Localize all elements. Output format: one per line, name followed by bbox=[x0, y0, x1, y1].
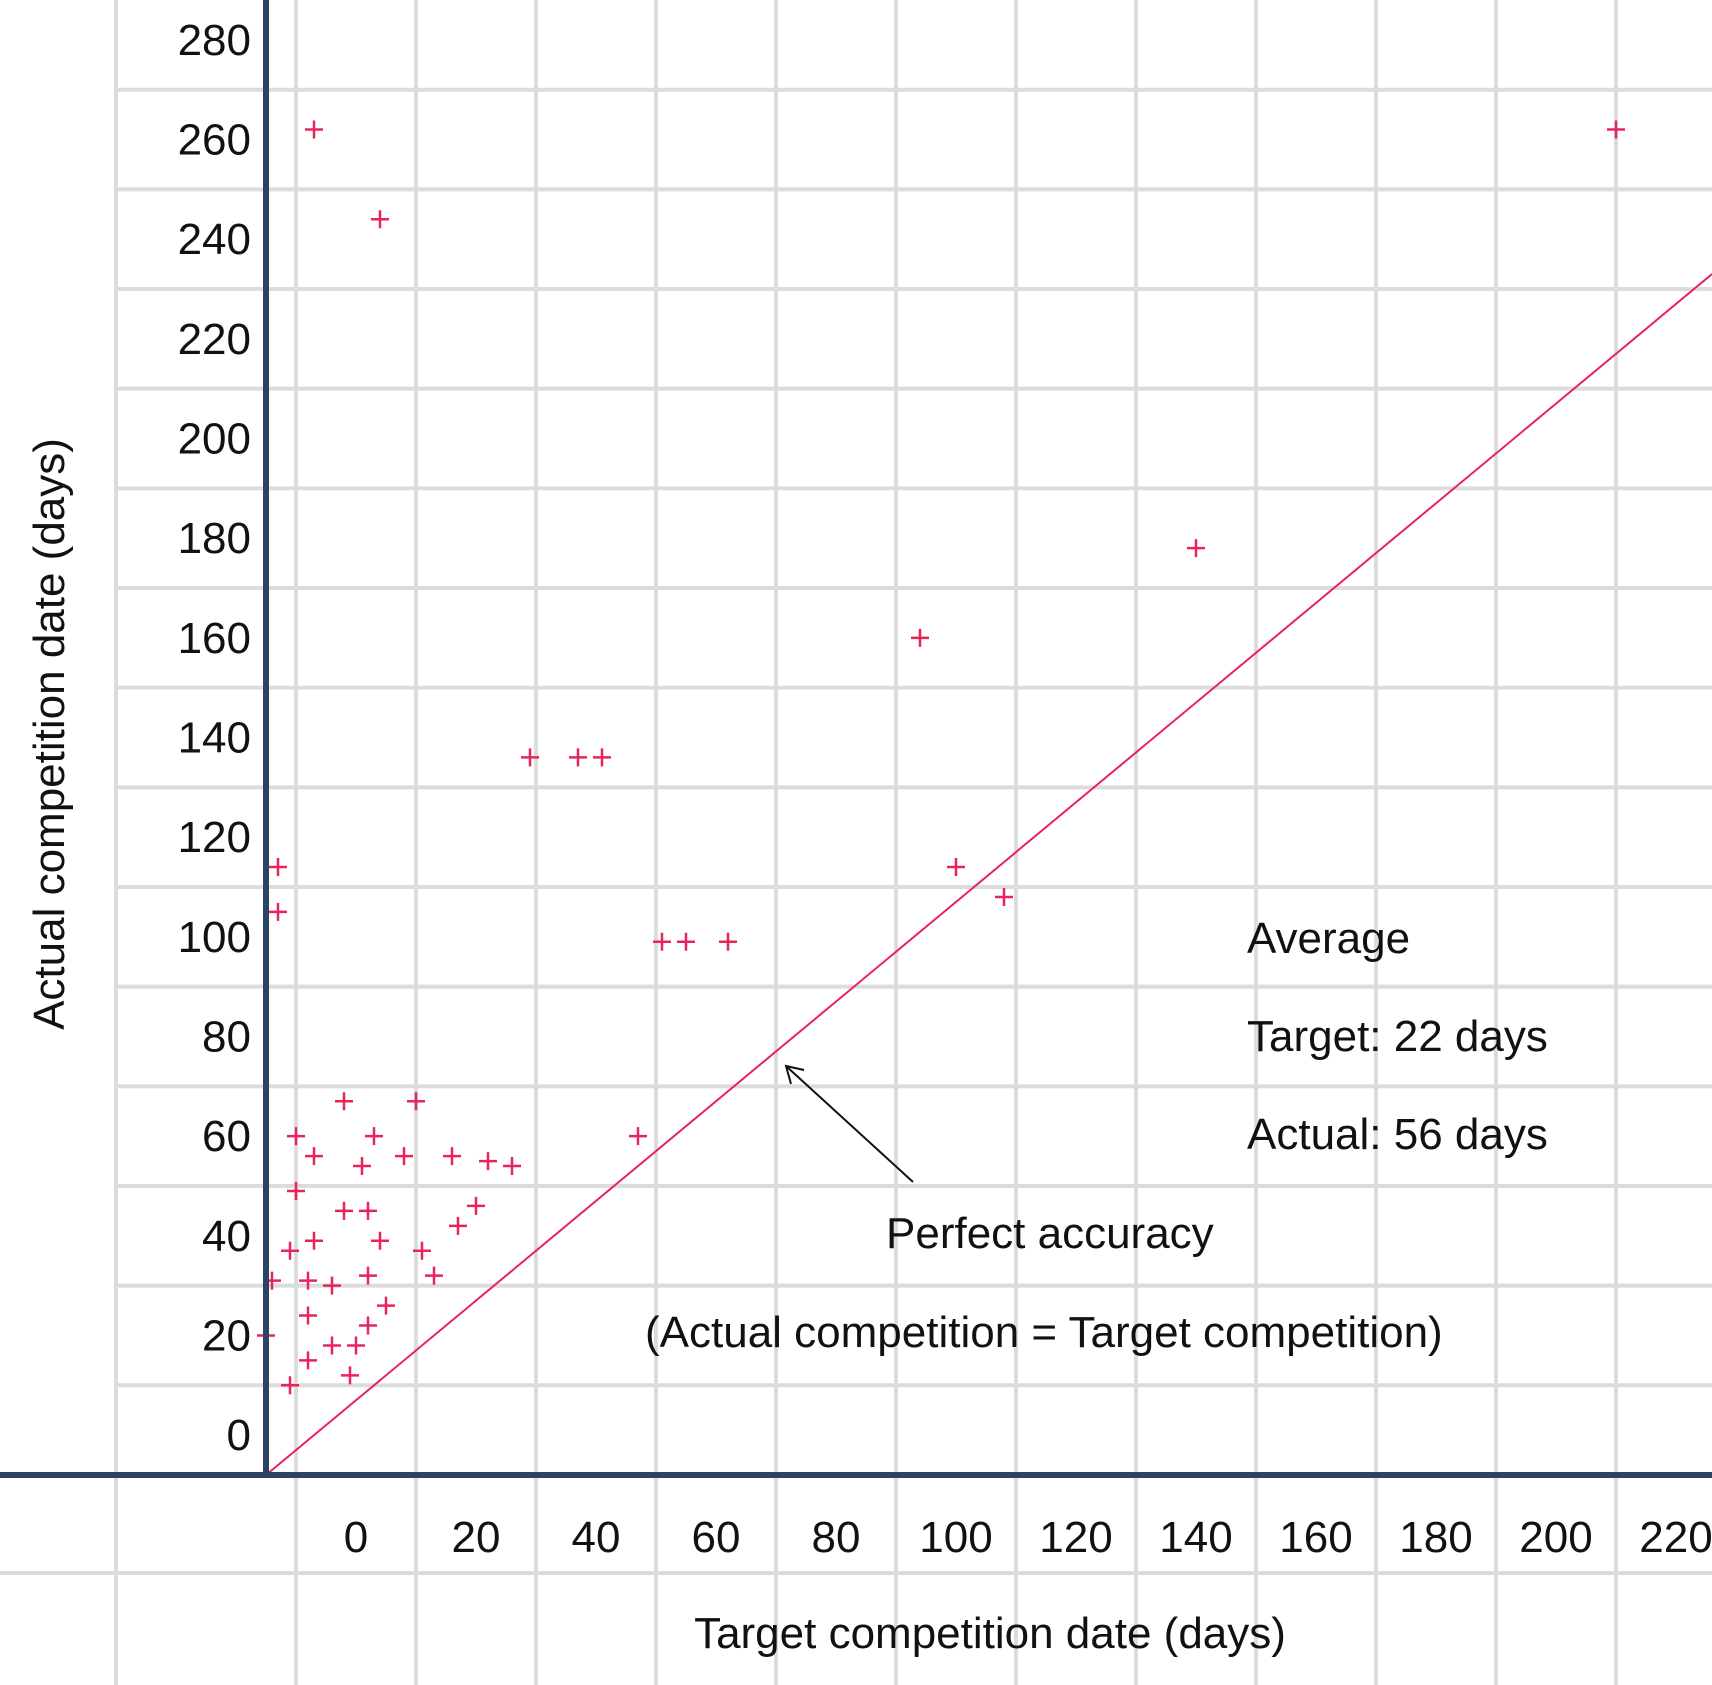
data-point bbox=[341, 1366, 359, 1385]
line-sublabel: (Actual competition = Target competition… bbox=[645, 1308, 1443, 1357]
data-point bbox=[479, 1152, 497, 1171]
data-point bbox=[299, 1306, 317, 1325]
data-points bbox=[257, 120, 1625, 1395]
data-point bbox=[443, 1147, 461, 1166]
data-point bbox=[281, 1376, 299, 1395]
data-point bbox=[323, 1336, 341, 1355]
x-tick-label: 180 bbox=[1399, 1513, 1472, 1562]
average-actual: Actual: 56 days bbox=[1247, 1110, 1548, 1159]
data-point bbox=[359, 1316, 377, 1335]
data-point bbox=[335, 1092, 353, 1111]
data-point bbox=[281, 1241, 299, 1260]
y-tick-label: 220 bbox=[178, 315, 251, 364]
annotation-arrow bbox=[784, 1064, 914, 1183]
y-tick-label: 180 bbox=[178, 514, 251, 563]
y-tick-label: 100 bbox=[178, 913, 251, 962]
data-point bbox=[413, 1241, 431, 1260]
y-tick-label: 20 bbox=[202, 1311, 251, 1360]
data-point bbox=[359, 1266, 377, 1285]
data-point bbox=[1187, 539, 1205, 558]
x-tick-label: 200 bbox=[1519, 1513, 1592, 1562]
data-point bbox=[335, 1201, 353, 1220]
data-point bbox=[305, 1147, 323, 1166]
data-point bbox=[269, 858, 287, 877]
y-tick-label: 240 bbox=[178, 215, 251, 264]
data-point bbox=[377, 1296, 395, 1315]
data-point bbox=[407, 1092, 425, 1111]
x-tick-label: 120 bbox=[1039, 1513, 1112, 1562]
data-point bbox=[287, 1127, 305, 1146]
data-point bbox=[995, 887, 1013, 906]
data-point bbox=[299, 1351, 317, 1370]
x-tick-label: 60 bbox=[692, 1513, 741, 1562]
average-target: Target: 22 days bbox=[1247, 1012, 1548, 1061]
data-point bbox=[629, 1127, 647, 1146]
data-point bbox=[371, 210, 389, 229]
average-title: Average bbox=[1247, 914, 1410, 963]
data-point bbox=[371, 1231, 389, 1250]
perfect-accuracy-line bbox=[265, 273, 1712, 1476]
data-point bbox=[359, 1201, 377, 1220]
y-tick-label: 160 bbox=[178, 614, 251, 663]
x-tick-label: 80 bbox=[812, 1513, 861, 1562]
y-tick-label: 200 bbox=[178, 415, 251, 464]
x-tick-label: 40 bbox=[572, 1513, 621, 1562]
data-point bbox=[449, 1216, 467, 1235]
y-tick-label: 0 bbox=[227, 1411, 251, 1460]
x-tick-label: 220 bbox=[1639, 1513, 1712, 1562]
data-point bbox=[521, 748, 539, 767]
data-point bbox=[365, 1127, 383, 1146]
data-point bbox=[299, 1271, 317, 1290]
y-tick-label: 120 bbox=[178, 813, 251, 862]
y-axis-label: Actual competition date (days) bbox=[25, 438, 74, 1030]
x-tick-label: 140 bbox=[1159, 1513, 1232, 1562]
data-point bbox=[395, 1147, 413, 1166]
data-point bbox=[323, 1276, 341, 1295]
x-tick-labels: 0 20 40 60 80 100 120 140 160 180 200 220 bbox=[344, 1513, 1712, 1562]
data-point bbox=[305, 1231, 323, 1250]
data-point bbox=[467, 1196, 485, 1215]
y-tick-label: 60 bbox=[202, 1112, 251, 1161]
x-tick-label: 160 bbox=[1279, 1513, 1352, 1562]
data-point bbox=[1607, 120, 1625, 139]
data-point bbox=[653, 932, 671, 951]
data-point bbox=[593, 748, 611, 767]
x-tick-label: 100 bbox=[919, 1513, 992, 1562]
line-label: Perfect accuracy bbox=[886, 1209, 1214, 1258]
y-tick-label: 140 bbox=[178, 714, 251, 763]
data-point bbox=[347, 1336, 365, 1355]
data-point bbox=[305, 120, 323, 139]
data-point bbox=[719, 932, 737, 951]
data-point bbox=[911, 628, 929, 647]
y-tick-labels: 0 20 40 60 80 100 120 140 160 180 200 220 240 260 280 bbox=[178, 16, 251, 1460]
data-point bbox=[569, 748, 587, 767]
x-tick-label: 20 bbox=[452, 1513, 501, 1562]
data-point bbox=[503, 1157, 521, 1176]
y-tick-label: 280 bbox=[178, 16, 251, 65]
data-point bbox=[425, 1266, 443, 1285]
data-point bbox=[353, 1157, 371, 1176]
x-axis-label: Target competition date (days) bbox=[694, 1609, 1286, 1658]
data-point bbox=[677, 932, 695, 951]
data-point bbox=[947, 858, 965, 877]
y-tick-label: 40 bbox=[202, 1212, 251, 1261]
data-point bbox=[269, 902, 287, 921]
x-tick-label: 0 bbox=[344, 1513, 368, 1562]
data-point bbox=[287, 1181, 305, 1200]
y-tick-label: 260 bbox=[178, 116, 251, 165]
y-tick-label: 80 bbox=[202, 1012, 251, 1061]
